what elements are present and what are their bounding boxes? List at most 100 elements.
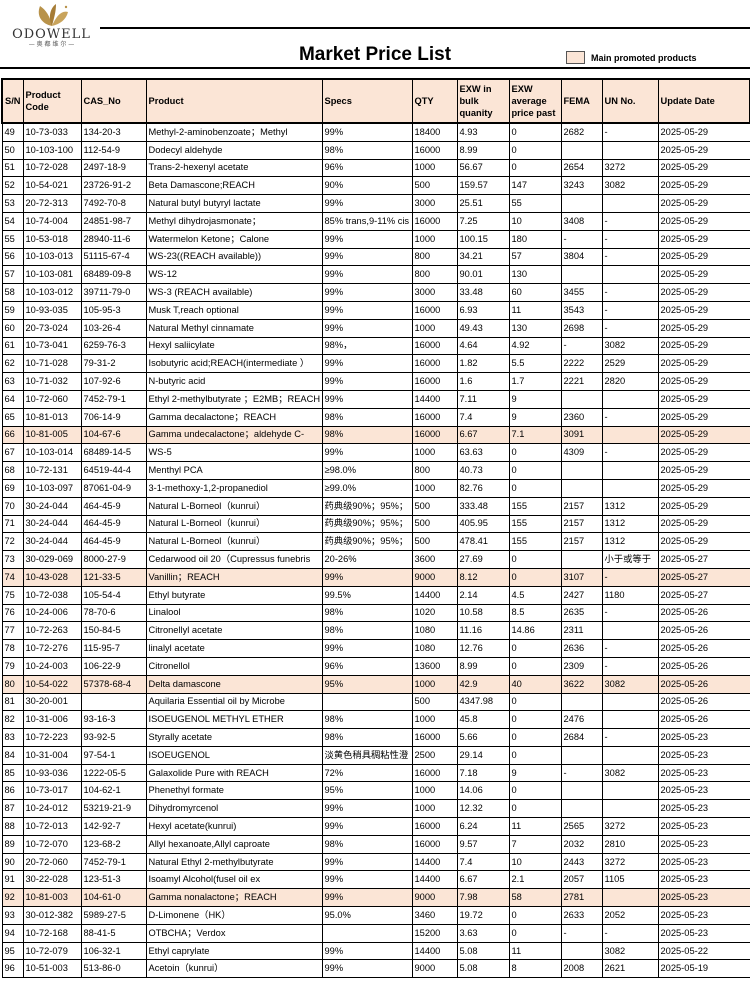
- table-row: 55 10-53-018 28940-11-6 Watermelon Ketone；C…: [1, 229, 750, 249]
- cell-update-date: 2025-05-29: [657, 194, 750, 213]
- cell-specs: 99%: [321, 229, 413, 249]
- cell-update-date: 2025-05-29: [657, 140, 750, 160]
- table-row-promoted: 74 10-43-028 121-33-5 Vanillin；REACH 99% 9000…: [1, 567, 750, 587]
- cell-exw-bulk: 7.4: [456, 852, 510, 872]
- cell-specs: 淡黄色稍具稠粘性澄: [321, 745, 413, 765]
- cell-fema: 2684: [560, 728, 603, 747]
- cell-un-no: -: [601, 728, 659, 747]
- cell-update-date: 2025-05-23: [657, 817, 750, 836]
- cell-cas-no: 123-51-3: [80, 870, 147, 890]
- table-row: 72 30-24-044 464-45-9 Natural L-Borneol（kun…: [1, 532, 750, 552]
- cell-specs: 98%: [321, 407, 413, 427]
- cell-fema: 4309: [560, 443, 603, 463]
- cell-specs: 95.0%: [321, 906, 413, 925]
- cell-product-code: 30-012-382: [22, 906, 82, 925]
- cell-qty: 16000: [411, 425, 458, 445]
- cell-product-code: 10-72-276: [22, 639, 82, 658]
- cell-qty: 14400: [411, 852, 458, 872]
- cell-fema: [560, 389, 603, 409]
- cell-update-date: 2025-05-29: [657, 496, 750, 516]
- cell-update-date: 2025-05-23: [657, 888, 750, 908]
- cell-specs: 98%: [321, 140, 413, 160]
- cell-product-code: 10-72-079: [22, 941, 82, 961]
- cell-qty: 1080: [411, 621, 458, 641]
- cell-product: Ethyl caprylate: [145, 941, 323, 961]
- cell-fema: 2654: [560, 158, 603, 178]
- cell-product-code: 20-72-060: [22, 852, 82, 872]
- cell-exw-average: 10: [508, 852, 562, 872]
- cell-cas-no: 464-45-9: [80, 532, 147, 552]
- cell-cas-no: 88-41-5: [80, 923, 147, 943]
- cell-exw-average: 0: [508, 656, 562, 676]
- cell-cas-no: 123-68-2: [80, 834, 147, 854]
- column-header-product-code: Product Code: [22, 78, 82, 124]
- cell-qty: 500: [411, 176, 458, 196]
- cell-specs: 99%: [321, 247, 413, 267]
- cell-fema: -: [560, 923, 603, 943]
- cell-sn: 79: [1, 656, 24, 676]
- cell-product: Delta damascone: [145, 674, 323, 694]
- cell-sn: 71: [1, 514, 24, 534]
- cell-cas-no: 93-92-5: [80, 728, 147, 747]
- column-header-sn: S/N: [1, 78, 24, 124]
- cell-product: OTBCHA；Verdox: [145, 923, 323, 943]
- cell-cas-no: 706-14-9: [80, 407, 147, 427]
- cell-exw-bulk: 4347.98: [456, 692, 510, 712]
- cell-product: WS-5: [145, 443, 323, 463]
- column-header-qty: QTY: [411, 78, 458, 124]
- cell-exw-bulk: 4.93: [456, 122, 510, 142]
- cell-update-date: 2025-05-29: [657, 443, 750, 463]
- cell-sn: 64: [1, 389, 24, 409]
- cell-sn: 58: [1, 283, 24, 302]
- cell-fema: 2635: [560, 603, 603, 623]
- cell-product: Isoamyl Alcohol(fusel oil ex: [145, 870, 323, 890]
- cell-un-no: [601, 621, 659, 641]
- cell-exw-average: 55: [508, 194, 562, 213]
- cell-update-date: 2025-05-26: [657, 692, 750, 712]
- cell-product: Cedarwood oil 20（Cupressus funebris: [145, 550, 323, 569]
- cell-specs: 99%: [321, 852, 413, 872]
- cell-qty: 1000: [411, 158, 458, 178]
- cell-exw-average: 0: [508, 923, 562, 943]
- cell-exw-bulk: 29.14: [456, 745, 510, 765]
- cell-un-no: 2820: [601, 372, 659, 391]
- page-title: Market Price List: [298, 44, 452, 65]
- cell-product: Natural Ethyl 2-methylbutyrate: [145, 852, 323, 872]
- cell-fema: 3243: [560, 176, 603, 196]
- table-row: 75 10-72-038 105-54-4 Ethyl butyrate 99.5% 14…: [1, 585, 750, 605]
- cell-product-code: 10-103-013: [22, 247, 82, 267]
- cell-exw-average: 0: [508, 728, 562, 747]
- cell-product: Natural L-Borneol（kunrui）: [145, 514, 323, 534]
- cell-fema: 2222: [560, 354, 603, 374]
- cell-exw-average: 9: [508, 389, 562, 409]
- cell-product: Watermelon Ketone；Calone: [145, 229, 323, 249]
- cell-update-date: 2025-05-23: [657, 906, 750, 925]
- cell-cas-no: 6259-76-3: [80, 336, 147, 356]
- cell-sn: 54: [1, 211, 24, 231]
- cell-sn: 61: [1, 336, 24, 356]
- cell-exw-bulk: 2.14: [456, 585, 510, 605]
- cell-update-date: 2025-05-29: [657, 247, 750, 267]
- cell-product: Dihydromyrcenol: [145, 799, 323, 819]
- cell-update-date: 2025-05-29: [657, 532, 750, 552]
- cell-fema: 2157: [560, 496, 603, 516]
- cell-product-code: 10-93-036: [22, 763, 82, 783]
- cell-sn: 57: [1, 265, 24, 285]
- cell-product-code: 30-24-044: [22, 514, 82, 534]
- cell-product-code: 10-72-070: [22, 834, 82, 854]
- cell-qty: 16000: [411, 728, 458, 747]
- cell-exw-average: 0: [508, 478, 562, 498]
- cell-cas-no: 104-62-1: [80, 781, 147, 801]
- cell-qty: 3000: [411, 194, 458, 213]
- table-row: 67 10-103-014 68489-14-5 WS-5 99% 1000 63.63 0 4…: [1, 443, 750, 463]
- cell-specs: 99%: [321, 283, 413, 302]
- cell-exw-average: 11: [508, 300, 562, 320]
- cell-sn: 51: [1, 158, 24, 178]
- cell-product-code: 30-22-028: [22, 870, 82, 890]
- cell-product-code: 10-72-223: [22, 728, 82, 747]
- cell-product: Natural Methyl cinnamate: [145, 318, 323, 338]
- cell-specs: 99%: [321, 318, 413, 338]
- cell-product-code: 20-73-024: [22, 318, 82, 338]
- cell-specs: 99%: [321, 300, 413, 320]
- cell-product: Natural butyl butyryl lactate: [145, 194, 323, 213]
